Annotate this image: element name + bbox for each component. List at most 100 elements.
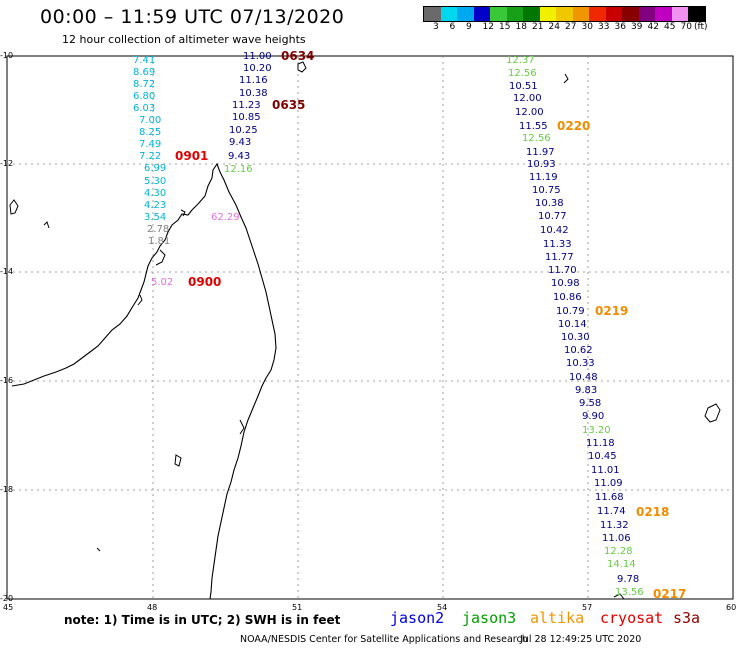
pass-time-label: 0900: [188, 275, 222, 289]
wave-height-value: 13.56: [615, 587, 644, 598]
wave-height-value: 8.25: [139, 127, 162, 138]
legend-jason2: jason2: [390, 609, 445, 627]
pass-time-label: 0901: [175, 149, 209, 163]
wave-height-value: 5.30: [144, 176, 167, 187]
lon-label: 54: [437, 603, 448, 612]
wave-height-value: 11.09: [594, 478, 623, 489]
wave-height-value: 14.14: [607, 559, 636, 570]
colorbar-swatch: [523, 7, 540, 21]
pass-time-label: 0217: [653, 587, 687, 601]
pass-time-label: 0218: [636, 505, 670, 519]
legend-cryosat: cryosat: [600, 609, 664, 627]
colorbar-swatch: [671, 7, 688, 21]
colorbar-swatch: [424, 7, 441, 21]
colorbar-swatch: [473, 7, 490, 21]
wave-height-value: 10.42: [540, 225, 569, 236]
wave-height-value: 6.03: [133, 103, 156, 114]
lat-label: -10: [0, 51, 14, 60]
lat-label: -12: [0, 159, 14, 168]
colorbar-label: 6: [449, 22, 456, 32]
wave-height-value: 11.33: [543, 239, 572, 250]
lat-label: -14: [0, 267, 14, 276]
island: [613, 593, 625, 600]
wave-height-value: 10.48: [569, 372, 598, 383]
colorbar-label: 9: [466, 22, 472, 32]
wave-height-value: 6.80: [133, 91, 156, 102]
wave-height-value: 7.22: [139, 151, 162, 162]
colorbar-swatch: [572, 7, 589, 21]
wave-height-value: 12.56: [508, 68, 537, 79]
wave-height-value: 11.01: [591, 465, 620, 476]
wave-height-value: 11.70: [548, 265, 577, 276]
wave-height-value: 9.78: [617, 574, 640, 585]
legend-altika: altika: [530, 609, 585, 627]
island: [704, 403, 721, 423]
map-title: 00:00 – 11:59 UTC 07/13/2020: [40, 6, 345, 28]
wave-height-value: 11.16: [239, 75, 268, 86]
pass-time-label: 0634: [281, 49, 315, 63]
wave-height-value: 10.38: [239, 88, 268, 99]
timestamp-text: Jul 28 12:49:25 UTC 2020: [520, 634, 642, 645]
lon-label: 57: [582, 603, 593, 612]
wave-height-value: 11.00: [243, 51, 272, 62]
lon-label: 48: [147, 603, 158, 612]
wave-height-value: 8.69: [133, 67, 156, 78]
wave-height-value: 2.78: [147, 224, 170, 235]
wave-height-value: 10.30: [561, 332, 590, 343]
colorbar-label: 3: [433, 22, 439, 32]
wave-height-value: 11.06: [602, 533, 631, 544]
wave-height-value: 12.00: [515, 107, 544, 118]
colorbar-label: 45: [664, 22, 676, 32]
credit-text: NOAA/NESDIS Center for Satellite Applica…: [240, 634, 528, 645]
wave-height-value: 10.33: [566, 358, 595, 369]
wave-height-value: 4.30: [144, 188, 167, 199]
pass-time-label: 0220: [557, 119, 591, 133]
colorbar-swatch: [556, 7, 573, 21]
wave-height-value: 10.20: [243, 63, 272, 74]
gridlines: [7, 56, 733, 599]
colorbar-label: 42: [647, 22, 659, 32]
wave-height-value: 10.75: [532, 185, 561, 196]
wave-height-value: 12.56: [522, 133, 551, 144]
colorbar-swatch: [638, 7, 655, 21]
colorbar-swatch: [539, 7, 556, 21]
wave-height-value: 11.68: [595, 492, 624, 503]
wave-height-value: 11.18: [586, 438, 615, 449]
lon-label: 51: [292, 603, 303, 612]
colorbar-swatch: [490, 7, 507, 21]
colorbar-swatch: [622, 7, 639, 21]
map-frame: [6, 55, 734, 600]
wave-height-value: 10.25: [229, 125, 258, 136]
legend-s3a: s3a: [673, 609, 701, 627]
wave-height-value: 1.81: [148, 236, 171, 247]
colorbar-label: 15: [499, 22, 511, 32]
wave-height-value: 11.97: [526, 147, 555, 158]
wave-height-value: 11.32: [600, 520, 629, 531]
colorbar-label: 70: [680, 22, 692, 32]
wave-height-value: 11.77: [545, 252, 574, 263]
wave-height-value: 9.90: [582, 411, 605, 422]
colorbar-swatch: [655, 7, 672, 21]
wave-height-value: 5.02: [151, 277, 174, 288]
wave-height-value: 10.38: [535, 198, 564, 209]
colorbar-label: 24: [548, 22, 560, 32]
wave-height-value: 12.37: [506, 55, 535, 66]
wave-height-value: 7.00: [139, 115, 162, 126]
wave-height-value: 12.28: [604, 546, 633, 557]
island: [239, 419, 245, 435]
colorbar-swatch: [457, 7, 474, 21]
wave-height-value: 9.43: [229, 137, 252, 148]
wave-height-value: 10.77: [538, 211, 567, 222]
colorbar-swatch: [589, 7, 606, 21]
wave-height-value: 10.79: [556, 306, 585, 317]
wave-height-value: 11.55: [519, 121, 548, 132]
island: [9, 199, 19, 215]
island: [43, 221, 50, 229]
wave-height-value: 10.85: [232, 112, 261, 123]
wave-height-value: 8.72: [133, 79, 156, 90]
colorbar-label: 21: [532, 22, 544, 32]
lat-label: -20: [0, 594, 14, 603]
colorbar-label: 36: [614, 22, 626, 32]
colorbar-label: 18: [515, 22, 527, 32]
